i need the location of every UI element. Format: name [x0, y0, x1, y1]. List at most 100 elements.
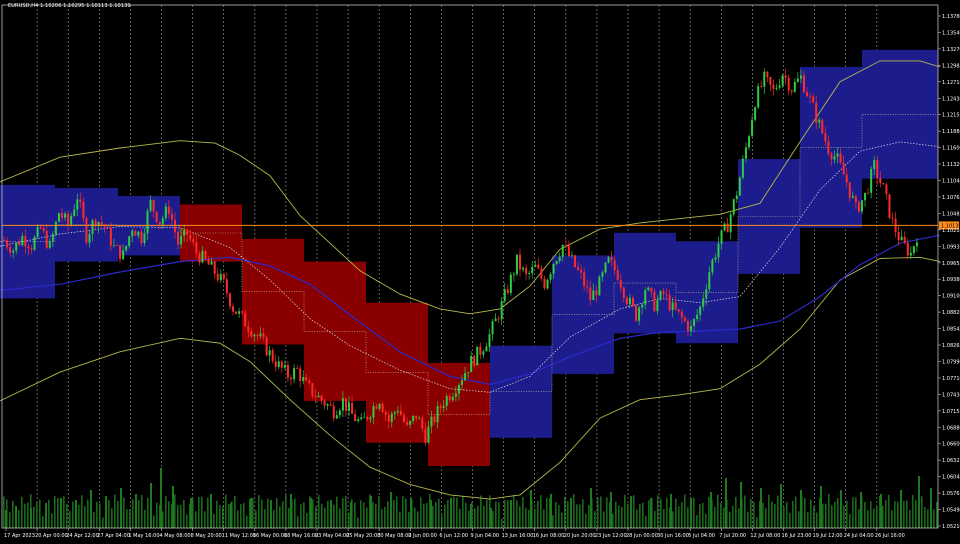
bull-candle: [64, 213, 67, 218]
volume-bar: [402, 496, 404, 528]
volume-bar: [612, 513, 614, 528]
volume-bar: [370, 496, 372, 528]
y-tick-label: 1.12430: [942, 96, 960, 102]
volume-bar: [258, 495, 260, 528]
volume-bar: [201, 496, 203, 528]
bull-candle: [73, 209, 76, 216]
volume-bar: [195, 511, 197, 528]
x-tick-label: 12 Jul 08:00: [750, 533, 780, 539]
bear-candle: [854, 196, 857, 203]
bear-candle: [387, 414, 390, 422]
bear-candle: [680, 311, 683, 318]
volume-bar: [840, 490, 842, 528]
bear-candle: [613, 260, 616, 271]
volume-bar: [249, 499, 251, 528]
volume-bar: [172, 486, 174, 528]
volume-bar: [63, 496, 65, 528]
volume-bar: [546, 497, 548, 528]
bull-candle: [702, 298, 705, 307]
volume-bar: [216, 500, 218, 528]
chart-frame: [1, 4, 939, 529]
volume-bar: [408, 512, 410, 528]
bear-candle: [473, 355, 476, 366]
volume-bar: [741, 498, 743, 528]
volume-bar: [120, 506, 122, 528]
bear-candle: [650, 287, 653, 292]
bear-candle: [106, 227, 109, 228]
y-tick-label: 1.06045: [942, 475, 960, 481]
bear-candle: [222, 273, 225, 280]
bull-candle: [708, 272, 711, 290]
volume-bar: [45, 503, 47, 528]
bear-candle: [903, 236, 906, 243]
volume-bar: [615, 501, 617, 528]
volume-bar: [447, 500, 449, 528]
x-tick-label: 5 Jul 04:00: [688, 533, 715, 539]
volume-bar: [381, 509, 383, 528]
volume-bar: [339, 508, 341, 528]
volume-bar: [696, 515, 698, 528]
volume-bar: [426, 503, 428, 528]
bull-candle: [717, 243, 720, 258]
volume-bar: [837, 497, 839, 528]
bear-candle: [622, 287, 625, 298]
bull-candle: [341, 398, 344, 411]
x-tick-label: 23 May 04:00: [315, 533, 349, 539]
volume-bar: [327, 500, 329, 528]
volume-bar: [900, 519, 902, 528]
bull-candle: [659, 291, 662, 300]
volume-bar: [375, 503, 377, 528]
volume-bar: [630, 501, 632, 528]
volume-bar: [378, 496, 380, 528]
bear-candle: [177, 232, 180, 245]
bull-candle: [131, 230, 134, 237]
bear-candle: [152, 199, 155, 212]
bull-candle: [748, 136, 751, 148]
bear-candle: [323, 400, 326, 406]
volume-bar: [678, 506, 680, 528]
white-dotted-average: [0, 141, 941, 393]
bull-candle: [442, 405, 445, 408]
volume-bar: [255, 510, 257, 528]
volume-bar: [435, 502, 437, 528]
volume-bar: [114, 494, 116, 528]
bull-candle: [909, 252, 912, 256]
volume-bar: [282, 501, 284, 528]
volume-bar: [441, 515, 443, 528]
bull-candle: [335, 415, 338, 419]
volume-bar: [93, 511, 95, 528]
bull-candle: [723, 223, 726, 231]
bear-candle: [815, 102, 818, 123]
bull-candle: [592, 290, 595, 301]
volume-bar: [525, 508, 527, 528]
volume-bar: [717, 494, 719, 528]
volume-bar: [174, 494, 176, 528]
volume-bar: [279, 506, 281, 528]
bull-candle: [638, 307, 641, 321]
volume-bar: [237, 510, 239, 528]
volume-bar: [310, 498, 312, 528]
bull-candle: [97, 222, 100, 227]
volume-bar: [924, 506, 926, 528]
volume-bar: [156, 502, 158, 528]
y-tick-label: 1.10210: [942, 228, 960, 234]
volume-bar: [816, 512, 818, 528]
volume-bar: [294, 498, 296, 528]
volume-bar: [747, 511, 749, 528]
volume-bar: [936, 501, 938, 528]
bull-candle: [641, 304, 644, 308]
bull-candle: [699, 306, 702, 315]
y-tick-label: 1.05210: [942, 524, 960, 530]
volume-bar: [276, 498, 278, 528]
bear-candle: [543, 278, 546, 289]
bull-candle: [461, 380, 463, 385]
volume-bar: [828, 494, 830, 528]
blue-moving-average: [0, 234, 941, 386]
bear-candle: [198, 253, 201, 263]
bear-candle: [567, 245, 570, 257]
bear-candle: [9, 247, 12, 253]
bull-candle: [781, 75, 784, 86]
bull-candle: [277, 361, 280, 368]
